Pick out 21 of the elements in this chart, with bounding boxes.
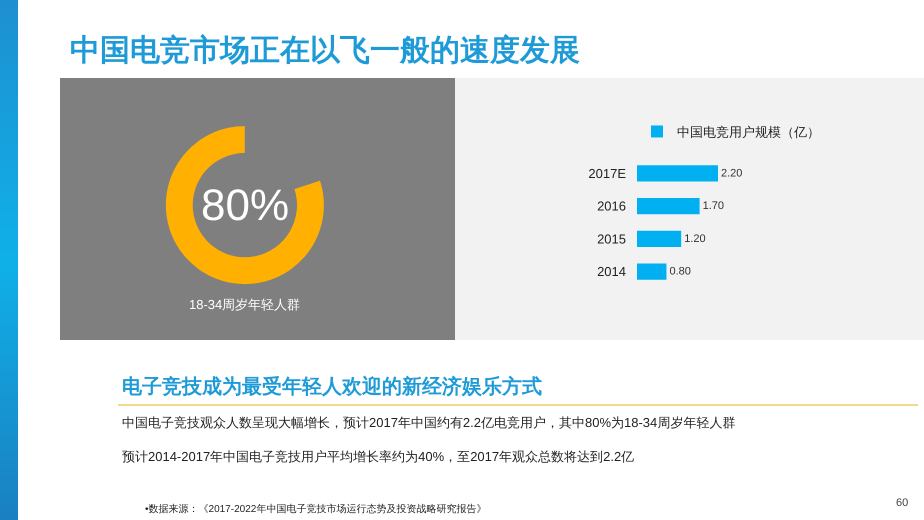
slice-label: 18-34周岁年轻人群	[189, 297, 300, 312]
y-tick-label: 2016	[597, 198, 626, 214]
data-label: 1.70	[702, 200, 724, 212]
bar	[637, 165, 718, 182]
text: 预计2014-2017年中国电子竞技用户平均增长率约为40%，至2017年观众总数将达到2.2亿	[122, 448, 634, 466]
legend-label: 中国电竞用户规模（亿）	[677, 124, 820, 140]
data-label: 1.20	[684, 232, 706, 245]
data-label: 2.20	[721, 167, 742, 180]
bar	[637, 263, 666, 280]
data-label: 80%	[201, 181, 290, 230]
text: 中国电竞市场正在以飞一般的速度发展	[70, 33, 580, 69]
bar	[637, 198, 700, 214]
y-tick-label: 2017E	[588, 166, 626, 181]
text: •数据来源：《2017-2022年中国电子竞技市场运行态势及投资战略研究报告》	[145, 502, 486, 516]
bar	[637, 230, 682, 248]
text: 中国电子竞技观众人数呈现大幅增长，预计2017年中国约有2.2亿电竞用户，其中80%为18-34周岁年轻人群	[122, 414, 736, 432]
data-label: 0.80	[669, 266, 691, 278]
text: 60	[896, 497, 908, 509]
y-tick-label: 2015	[597, 231, 626, 246]
y-tick-label: 2014	[597, 264, 626, 280]
text: 电子竞技成为最受年轻人欢迎的新经济娱乐方式	[122, 374, 542, 400]
